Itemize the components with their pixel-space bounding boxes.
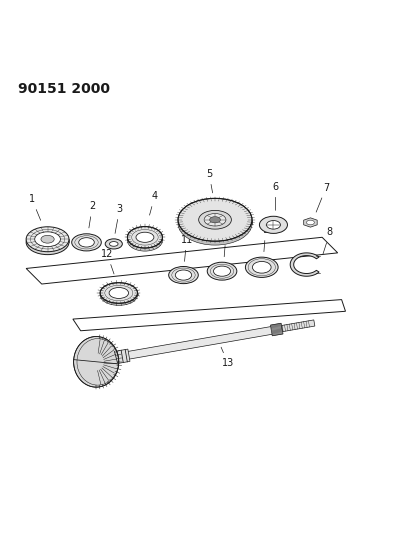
Ellipse shape	[128, 230, 162, 251]
Ellipse shape	[35, 232, 60, 247]
Ellipse shape	[267, 221, 280, 229]
Text: 10: 10	[220, 230, 232, 257]
Text: 90151 2000: 90151 2000	[18, 82, 110, 95]
Text: 8: 8	[323, 228, 333, 254]
Ellipse shape	[100, 282, 137, 303]
Text: 12: 12	[101, 249, 114, 274]
Ellipse shape	[105, 239, 122, 249]
Ellipse shape	[169, 266, 198, 284]
Polygon shape	[304, 218, 317, 227]
Ellipse shape	[26, 230, 69, 255]
Polygon shape	[126, 326, 275, 360]
Polygon shape	[116, 349, 130, 364]
Ellipse shape	[178, 202, 252, 245]
Ellipse shape	[307, 220, 314, 225]
Ellipse shape	[26, 227, 69, 252]
Ellipse shape	[245, 257, 278, 277]
Ellipse shape	[100, 285, 137, 305]
Ellipse shape	[210, 216, 220, 223]
Ellipse shape	[175, 270, 192, 280]
Ellipse shape	[41, 236, 54, 243]
Ellipse shape	[213, 266, 231, 276]
Polygon shape	[271, 323, 283, 336]
Ellipse shape	[178, 198, 252, 241]
Text: 11: 11	[181, 235, 193, 261]
Ellipse shape	[252, 262, 271, 273]
Polygon shape	[73, 336, 119, 387]
Polygon shape	[282, 320, 315, 332]
Polygon shape	[290, 253, 319, 276]
Text: 7: 7	[316, 183, 329, 212]
Text: 5: 5	[206, 169, 213, 193]
Text: 2: 2	[89, 201, 96, 228]
Ellipse shape	[207, 262, 237, 280]
Text: 4: 4	[150, 191, 158, 215]
Ellipse shape	[109, 287, 128, 298]
Text: 13: 13	[221, 347, 234, 368]
Text: 3: 3	[115, 204, 123, 233]
Ellipse shape	[199, 211, 231, 229]
Ellipse shape	[128, 227, 162, 248]
Ellipse shape	[136, 232, 154, 243]
Text: 1: 1	[29, 194, 41, 220]
Ellipse shape	[204, 214, 226, 226]
Ellipse shape	[79, 238, 94, 247]
Text: 6: 6	[272, 182, 278, 211]
Ellipse shape	[260, 216, 288, 233]
Ellipse shape	[72, 234, 101, 251]
Ellipse shape	[109, 241, 118, 246]
Text: 9: 9	[263, 225, 269, 252]
